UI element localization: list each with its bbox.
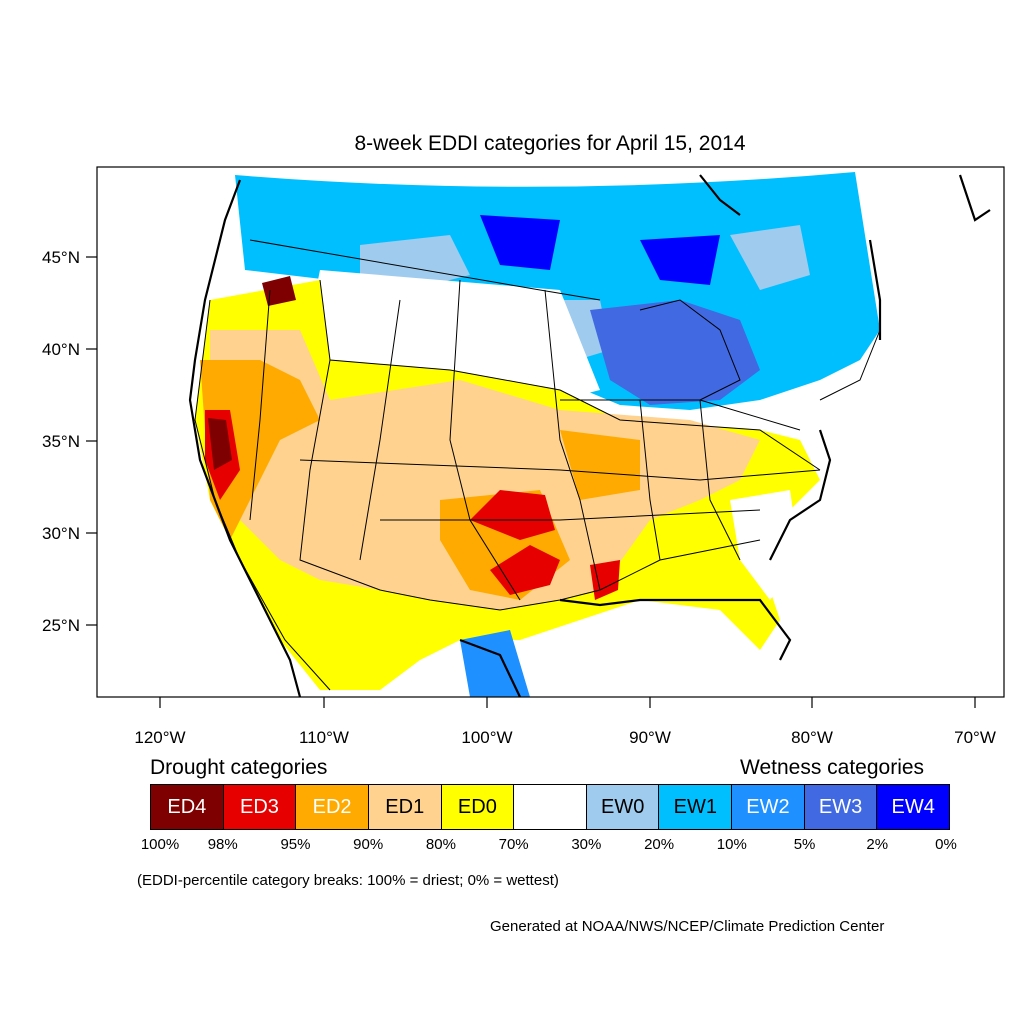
lon-tick-label: 110°W: [299, 728, 349, 747]
legend-box-ew4: EW4: [877, 785, 950, 829]
legend-break-label: 80%: [425, 836, 456, 853]
lat-tick-label: 25°N: [42, 616, 80, 635]
lon-tick-label: 100°W: [461, 728, 512, 747]
legend-box-ew0: EW0: [586, 785, 660, 829]
legend-break-label: 20%: [644, 836, 675, 853]
drought-categories-title: Drought categories: [150, 756, 328, 779]
longitude-ticks: 120°W 110°W 100°W 90°W 80°W 70°W: [134, 697, 996, 747]
lat-tick-label: 45°N: [42, 248, 80, 267]
wetness-categories-title: Wetness categories: [740, 756, 925, 779]
legend-break-label: 10%: [716, 836, 747, 853]
legend-box-ed4: ED4: [151, 785, 224, 829]
west-ed2: [200, 360, 640, 600]
credit-line: Generated at NOAA/NWS/NCEP/Climate Predi…: [490, 918, 885, 935]
lon-tick-label: 90°W: [629, 728, 671, 747]
legend-box-ed1: ED1: [368, 785, 442, 829]
drought-ed3: [205, 410, 620, 600]
legend-break-label: 5%: [793, 836, 816, 853]
west-ed1: [210, 330, 760, 610]
category-legend: ED4 ED3 ED2 ED1 ED0 EW0 EW1 EW2 EW3 EW4: [150, 784, 950, 830]
lon-tick-label: 120°W: [134, 728, 185, 747]
map-border: [96, 166, 1005, 698]
lat-tick-label: 35°N: [42, 432, 80, 451]
legend-break-label: 2%: [866, 836, 889, 853]
legend-box-ew3: EW3: [804, 785, 878, 829]
legend-break-label: 95%: [280, 836, 311, 853]
legend-break-label: 70%: [498, 836, 529, 853]
great-lakes-wet: [590, 300, 760, 405]
legend-break-label: 30%: [571, 836, 602, 853]
legend-box-ew2: EW2: [732, 785, 805, 829]
legend-box-ed0: ED0: [441, 785, 515, 829]
ontario-wet-core: [480, 215, 720, 285]
drought-ed4: [208, 276, 296, 470]
boundary-lines: [194, 239, 881, 691]
coastlines: [188, 174, 991, 697]
lon-tick-label: 80°W: [791, 728, 833, 747]
legend-break-label: 98%: [207, 836, 238, 853]
legend-box-ed3: ED3: [223, 785, 297, 829]
legend-break-label: 90%: [353, 836, 384, 853]
canada-light-patches: [360, 225, 810, 365]
legend-break-label: 100%: [140, 836, 180, 853]
lon-tick-label: 70°W: [954, 728, 996, 747]
legend-box-ew1: EW1: [659, 785, 733, 829]
legend-box-ed2: ED2: [296, 785, 369, 829]
florida-white: [730, 490, 800, 600]
category-note: (EDDI-percentile category breaks: 100% =…: [137, 872, 559, 889]
latitude-ticks: 45°N 40°N 35°N 30°N 25°N: [42, 248, 97, 635]
map-title: 8-week EDDI categories for April 15, 201…: [354, 132, 746, 155]
legend-box-neutral: [514, 785, 587, 829]
mexico-wet: [460, 630, 530, 697]
legend-break-label: 0%: [935, 836, 957, 853]
lat-tick-label: 30°N: [42, 524, 80, 543]
lat-tick-label: 40°N: [42, 340, 80, 359]
